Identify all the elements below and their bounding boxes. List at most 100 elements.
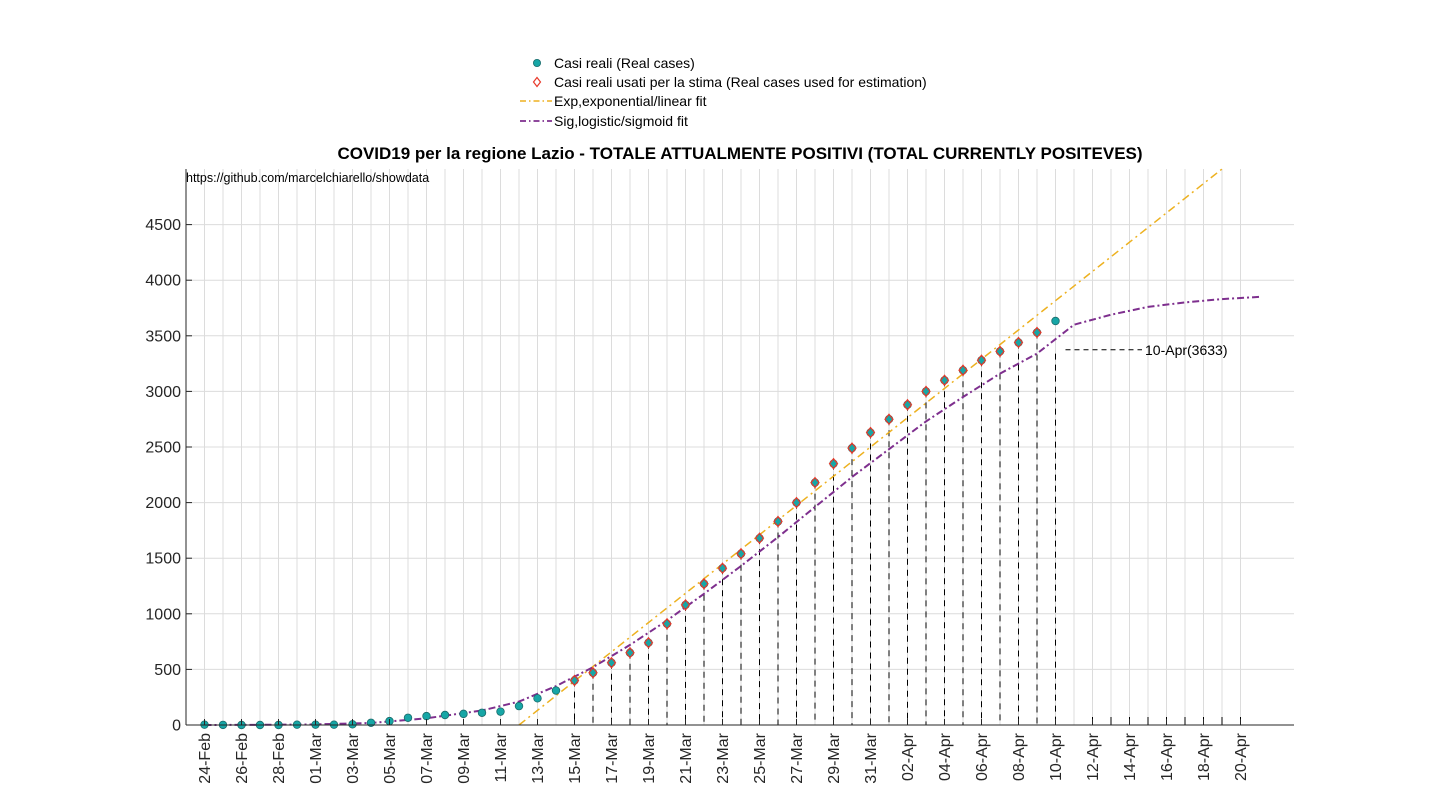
y-tick-label: 2000 xyxy=(145,495,181,512)
legend-marker-real-cases xyxy=(533,59,542,68)
real-case-marker xyxy=(459,709,468,719)
real-case-marker xyxy=(477,708,487,717)
estimation-case-marker xyxy=(699,577,709,590)
real-case-marker xyxy=(921,387,931,396)
real-case-marker xyxy=(588,668,598,677)
chart-title: COVID19 per la regione Lazio - TOTALE AT… xyxy=(337,144,1142,163)
real-case-marker xyxy=(977,356,986,365)
real-case-marker xyxy=(736,549,746,558)
estimation-case-marker xyxy=(939,374,950,387)
estimation-case-marker xyxy=(976,354,987,367)
estimation-case-marker xyxy=(717,562,728,575)
estimation-case-marker xyxy=(958,364,968,377)
real-case-marker xyxy=(422,711,431,721)
real-case-marker xyxy=(496,707,505,716)
x-tick-label: 01-Mar xyxy=(308,732,325,783)
x-tick-label: 11-Mar xyxy=(493,732,510,782)
annotation: 10-Apr(3633) xyxy=(1065,342,1228,358)
estimation-case-marker xyxy=(736,547,746,560)
real-case-marker xyxy=(551,686,561,695)
y-tick-labels: 0 500 1000 1500 2000 2500 3000 3500 4000 4500 xyxy=(145,217,181,734)
x-tick-label: 02-Apr xyxy=(900,732,917,781)
y-tick-label: 0 xyxy=(172,718,181,735)
legend-label-sig-fit: Sig,logistic/sigmoid fit xyxy=(554,113,688,129)
estimation-case-marker xyxy=(902,398,913,411)
estimation-case-marker xyxy=(921,385,931,398)
estimation-case-marker xyxy=(754,532,765,545)
real-case-marker xyxy=(440,710,450,720)
estimation-case-marker xyxy=(773,515,783,528)
estimation-case-marker xyxy=(569,674,580,687)
estimation-case-marker xyxy=(1032,326,1042,339)
real-case-marker xyxy=(866,428,875,437)
x-tick-labels: 24-Feb 26-Feb 28-Feb 01-Mar 03-Mar 05-Mar 07-M… xyxy=(197,732,1250,783)
x-tick-label: 14-Apr xyxy=(1122,732,1139,781)
real-case-marker xyxy=(847,443,857,453)
x-tick-label: 28-Feb xyxy=(271,733,288,784)
real-case-marker xyxy=(662,619,672,629)
x-tick-label: 26-Feb xyxy=(234,733,251,784)
x-tick-label: 18-Apr xyxy=(1196,732,1213,781)
legend-label-real-cases: Casi reali (Real cases) xyxy=(554,55,695,71)
x-tick-label: 13-Mar xyxy=(530,732,547,783)
x-tick-label: 21-Mar xyxy=(678,732,695,783)
estimation-case-marker xyxy=(865,426,876,439)
y-tick-label: 3500 xyxy=(145,328,181,345)
x-tick-label: 24-Feb xyxy=(197,733,214,784)
real-case-marker xyxy=(607,658,616,667)
estimation-case-marker xyxy=(995,345,1005,358)
estimation-case-marker xyxy=(625,646,635,659)
legend-label-exp-fit: Exp,exponential/linear fit xyxy=(554,93,707,109)
source-note: https://github.com/marcelchiarello/showd… xyxy=(186,171,429,185)
y-tick-label: 500 xyxy=(154,662,181,679)
estimation-case-marker xyxy=(810,476,820,489)
real-case-marker xyxy=(625,648,635,657)
real-case-marker xyxy=(755,533,764,543)
x-tick-label: 25-Mar xyxy=(752,732,769,783)
real-case-marker xyxy=(403,713,413,722)
real-case-marker xyxy=(718,564,727,573)
real-case-marker xyxy=(940,376,949,385)
real-case-marker xyxy=(810,478,820,487)
real-case-marker xyxy=(514,701,524,711)
x-tick-label: 19-Mar xyxy=(641,732,658,783)
y-tick-label: 3000 xyxy=(145,384,181,401)
axes xyxy=(185,169,1294,726)
real-case-marker xyxy=(681,600,690,610)
sigmoid-fit-line xyxy=(204,295,1260,726)
real-case-marker xyxy=(1051,316,1060,326)
estimation-case-marker xyxy=(847,442,857,455)
x-tick-label: 12-Apr xyxy=(1085,732,1102,781)
real-case-marker xyxy=(995,347,1005,356)
x-tick-label: 07-Mar xyxy=(419,732,436,783)
x-tick-label: 27-Mar xyxy=(789,732,806,783)
x-tick-label: 09-Mar xyxy=(456,732,473,783)
real-case-marker xyxy=(792,498,801,507)
estimation-case-marker xyxy=(791,496,802,509)
x-tick-label: 20-Apr xyxy=(1233,732,1250,781)
real-case-marker xyxy=(570,676,579,685)
estimation-case-marker xyxy=(606,656,617,669)
y-tick-label: 4500 xyxy=(145,217,181,234)
y-tick-label: 1500 xyxy=(145,551,181,568)
legend-label-estimation-cases: Casi reali usati per la stima (Real case… xyxy=(554,74,927,90)
legend: Casi reali (Real cases) Casi reali usati… xyxy=(520,55,927,129)
real-case-marker xyxy=(1014,338,1023,347)
exp-fit-line xyxy=(518,168,1223,726)
real-case-marker xyxy=(958,366,968,375)
real-case-marker xyxy=(699,579,709,588)
annotation-label: 10-Apr(3633) xyxy=(1145,342,1228,358)
estimation-case-marker xyxy=(643,636,654,649)
x-tick-label: 06-Apr xyxy=(974,732,991,781)
estimation-case-marker xyxy=(662,617,672,630)
real-case-marker xyxy=(903,400,912,409)
real-case-marker xyxy=(773,517,783,526)
x-tick-label: 16-Apr xyxy=(1159,732,1176,781)
estimation-case-marker xyxy=(588,666,598,679)
drop-lines xyxy=(574,332,1241,725)
x-tick-label: 29-Mar xyxy=(826,732,843,783)
y-tick-label: 1000 xyxy=(145,606,181,623)
x-tick-label: 15-Mar xyxy=(567,732,584,783)
y-tick-label: 2500 xyxy=(145,440,181,457)
